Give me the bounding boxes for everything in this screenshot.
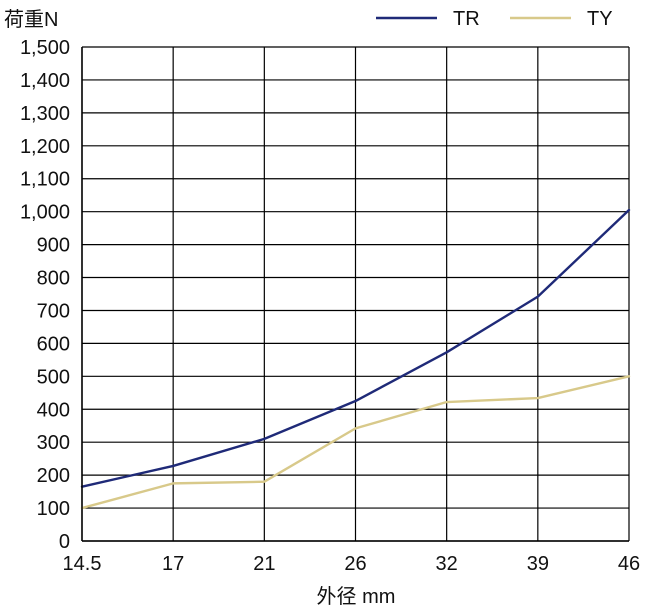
x-tick-label: 46 [618, 553, 640, 575]
y-tick-label: 1,400 [20, 70, 70, 92]
x-tick-labels: 14.5 17 21 26 32 39 46 [63, 553, 641, 575]
y-tick-label: 700 [37, 300, 70, 322]
y-tick-label: 300 [37, 432, 70, 454]
x-tick-label: 17 [162, 553, 184, 575]
x-tick-label: 39 [527, 553, 549, 575]
legend-label-ty: TY [587, 8, 613, 30]
legend-label-tr: TR [453, 8, 480, 30]
y-tick-label: 200 [37, 465, 70, 487]
x-tick-label: 32 [436, 553, 458, 575]
y-tick-label: 1,000 [20, 202, 70, 224]
y-tick-labels: 0 100 200 300 400 500 600 700 800 900 1,000 1,100 1,… [20, 37, 70, 553]
y-tick-label: 100 [37, 498, 70, 520]
x-tick-label: 14.5 [63, 553, 102, 575]
y-tick-label: 1,500 [20, 37, 70, 59]
x-tick-label: 26 [344, 553, 366, 575]
y-tick-label: 400 [37, 399, 70, 421]
y-tick-label: 500 [37, 366, 70, 388]
series-line-tr [80, 208, 631, 488]
y-tick-label: 0 [59, 531, 70, 553]
y-tick-label: 900 [37, 235, 70, 257]
y-tick-label: 600 [37, 333, 70, 355]
legend: TR TY [376, 8, 613, 30]
axes [81, 47, 629, 542]
y-tick-label: 800 [37, 268, 70, 290]
y-tick-label: 1,200 [20, 136, 70, 158]
y-tick-label: 1,300 [20, 103, 70, 125]
x-axis-label: 外径 mm [317, 585, 396, 608]
y-tick-label: 1,100 [20, 169, 70, 191]
x-tick-label: 21 [253, 553, 275, 575]
series-lines [80, 208, 631, 510]
series-line-ty [80, 375, 631, 510]
y-axis-label: 荷重N [4, 8, 58, 31]
grid-lines [81, 46, 630, 542]
